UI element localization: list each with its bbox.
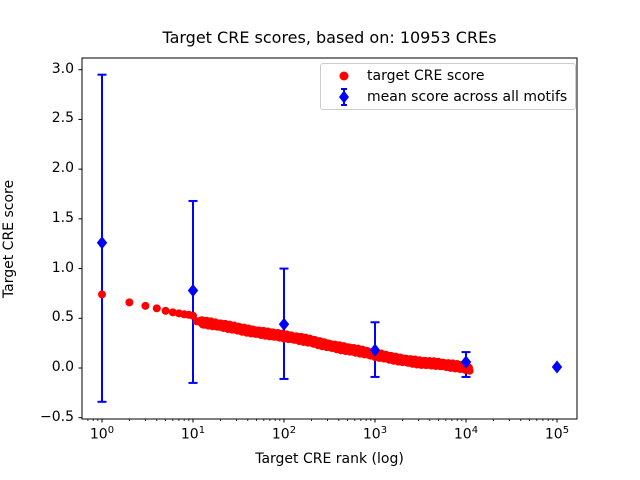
mean-score-diamond <box>278 317 290 331</box>
y-tick-label: 2.5 <box>51 110 74 127</box>
target-score-dot <box>98 290 106 299</box>
legend-entry-mean-score: mean score across all motifs <box>321 87 575 108</box>
axes-spines <box>81 57 578 420</box>
red-circle-icon <box>321 68 367 84</box>
chart-title: Target CRE scores, based on: 10953 CREs <box>162 28 497 47</box>
y-tick-label: 1.0 <box>51 259 74 276</box>
blue-diamond-errorbar-icon <box>321 87 367 107</box>
target-score-dot <box>141 301 150 310</box>
y-axis-label: Target CRE score <box>1 179 17 299</box>
mean-score-diamond <box>551 360 563 374</box>
x-tick-label: 102 <box>271 425 297 443</box>
y-tick-label: 1.5 <box>51 209 74 226</box>
mean-score-diamond <box>187 283 199 297</box>
mean-score-diamond <box>460 355 472 369</box>
x-tick-label: 103 <box>362 425 388 443</box>
target-score-dot <box>152 304 161 313</box>
x-tick-label: 100 <box>89 425 115 443</box>
y-tick-label: 3.0 <box>51 60 74 77</box>
legend-label: mean score across all motifs <box>367 89 568 106</box>
x-tick-label: 104 <box>453 425 479 443</box>
target-score-dot <box>465 366 474 375</box>
y-tick-label: 0.0 <box>51 359 74 375</box>
x-tick-label: 105 <box>544 425 570 443</box>
mean-score-diamond <box>96 236 108 250</box>
y-tick-label: −0.5 <box>40 408 74 425</box>
x-axis-label: Target CRE rank (log) <box>255 451 404 467</box>
y-tick-label: 0.5 <box>51 309 74 326</box>
legend: target CRE score mean score across all m… <box>320 63 576 110</box>
legend-entry-target-cre-score: target CRE score <box>321 65 575 86</box>
y-tick-label: 2.0 <box>51 160 74 177</box>
x-tick-label: 101 <box>180 425 206 443</box>
legend-label: target CRE score <box>367 67 485 84</box>
target-score-dot <box>125 298 134 307</box>
mean-score-diamond <box>369 343 381 357</box>
target-score-dot <box>168 308 177 317</box>
target-score-dot <box>161 306 170 315</box>
